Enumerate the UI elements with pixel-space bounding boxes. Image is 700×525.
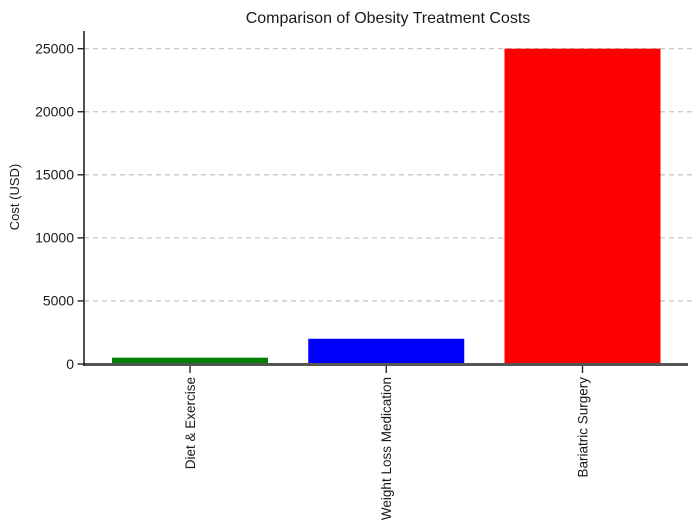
labels-layer: 0 5000 10000 15000 20000 25000 Diet & Exercise… xyxy=(35,40,590,520)
y-tick-label: 20000 xyxy=(35,104,74,120)
gridlines-layer xyxy=(84,48,696,302)
y-tick-label: 15000 xyxy=(35,167,74,183)
y-axis-title: Cost (USD) xyxy=(7,164,22,230)
y-tick-label: 5000 xyxy=(43,293,74,309)
chart-title: Comparison of Obesity Treatment Costs xyxy=(246,10,531,27)
bar-weight-loss-medication xyxy=(308,338,465,364)
x-tick-label-weight-loss-medication: Weight Loss Medication xyxy=(379,377,394,520)
bar-diet-exercise xyxy=(112,357,268,364)
x-tick-label-diet-exercise: Diet & Exercise xyxy=(183,377,198,469)
bars-layer xyxy=(112,48,661,365)
x-tick-label-bariatric-surgery: Bariatric Surgery xyxy=(575,377,590,478)
y-tick-label: 10000 xyxy=(35,230,74,246)
axes-layer xyxy=(77,31,688,373)
y-tick-label: 25000 xyxy=(35,40,74,56)
bar-bariatric-surgery xyxy=(504,48,661,365)
y-tick-label: 0 xyxy=(66,356,74,372)
